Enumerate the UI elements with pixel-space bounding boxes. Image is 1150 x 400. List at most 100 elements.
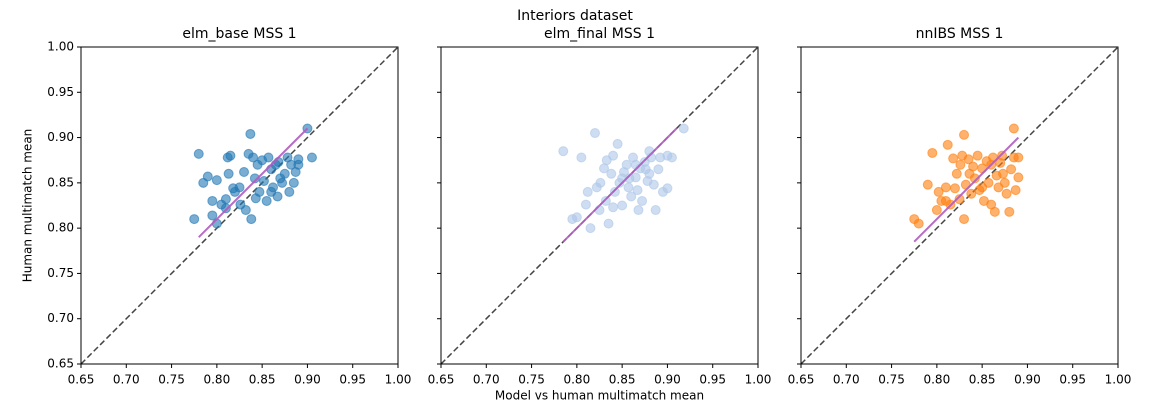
- y-tick-label: 0.95: [47, 85, 74, 99]
- scatter-point: [207, 195, 218, 206]
- scatter-point: [997, 150, 1008, 161]
- scatter-point: [293, 159, 304, 170]
- scatter-point: [246, 214, 257, 225]
- y-axis-label: Human multimatch mean: [21, 129, 35, 283]
- x-axis-label: Model vs human multimatch mean: [495, 389, 704, 400]
- scatter-point: [662, 183, 673, 194]
- figure-title: Interiors dataset: [517, 8, 633, 24]
- scatter-point: [940, 195, 951, 206]
- scatter-point: [207, 210, 218, 221]
- scatter-point: [989, 206, 1000, 217]
- scatter-point: [972, 150, 983, 161]
- scatter-point: [959, 129, 970, 140]
- scatter-point: [966, 188, 977, 199]
- scatter-point: [589, 128, 600, 139]
- subplot-title: elm_final MSS 1: [544, 26, 655, 42]
- identity-line: [800, 46, 1119, 365]
- scatter-point: [223, 168, 234, 179]
- scatter-point: [997, 168, 1008, 179]
- x-tick-label: 1.00: [385, 373, 412, 387]
- x-tick-label: 0.80: [923, 373, 950, 387]
- scatter-point: [193, 148, 204, 159]
- x-tick-label: 0.90: [654, 373, 681, 387]
- scatter-point: [662, 150, 673, 161]
- scatter-point: [954, 194, 965, 205]
- plot-frame: [80, 46, 399, 365]
- x-tick-label: 0.80: [203, 373, 230, 387]
- plot-frame: [440, 46, 759, 365]
- scatter-point: [637, 195, 648, 206]
- x-tick-label: 0.95: [339, 373, 366, 387]
- scatter-point: [225, 150, 236, 161]
- scatter-point: [558, 146, 569, 157]
- x-tick-label: 0.95: [1059, 373, 1086, 387]
- scatter-point: [626, 191, 637, 202]
- scatter-point: [585, 223, 596, 234]
- scatter-point: [1010, 185, 1021, 196]
- y-tick-label: 0.90: [47, 130, 74, 144]
- scatter-point: [1008, 123, 1019, 134]
- scatter-point: [999, 177, 1010, 188]
- plot-frame: [800, 46, 1119, 365]
- scatter-point: [250, 193, 261, 204]
- scatter-point: [1006, 164, 1017, 175]
- y-tick-label: 1.00: [47, 40, 74, 54]
- scatter-point: [927, 147, 938, 158]
- x-tick-label: 0.85: [249, 373, 276, 387]
- scatter-point: [653, 164, 664, 175]
- scatter-point: [220, 203, 231, 214]
- scatter-point: [940, 182, 951, 193]
- x-tick-label: 0.75: [518, 373, 545, 387]
- scatter-point: [963, 154, 974, 165]
- x-tick-label: 0.75: [878, 373, 905, 387]
- scatter-point: [220, 194, 231, 205]
- scatter-point: [580, 199, 591, 210]
- x-tick-label: 0.65: [788, 373, 815, 387]
- scatter-point: [977, 182, 988, 193]
- x-tick-label: 0.90: [1014, 373, 1041, 387]
- scatter-point: [955, 159, 966, 170]
- scatter-point: [277, 177, 288, 188]
- scatter-point: [933, 186, 944, 197]
- scatter-point: [1013, 152, 1024, 163]
- y-tick-label: 0.80: [47, 221, 74, 235]
- scatter-point: [959, 214, 970, 225]
- scatter-point: [640, 164, 651, 175]
- y-tick-label: 0.85: [47, 175, 74, 189]
- scatter-point: [603, 218, 614, 229]
- x-tick-label: 0.85: [969, 373, 996, 387]
- x-tick-label: 1.00: [1105, 373, 1132, 387]
- identity-line: [80, 46, 399, 365]
- scatter-point: [608, 202, 619, 213]
- scatter-point: [964, 168, 975, 179]
- scatter-point: [239, 166, 250, 177]
- y-tick-label: 0.70: [47, 311, 74, 325]
- scatter-point: [202, 171, 213, 182]
- fit-line: [198, 127, 309, 238]
- x-tick-label: 0.95: [699, 373, 726, 387]
- scatter-point: [632, 185, 643, 196]
- scatter-point: [576, 152, 587, 163]
- scatter-point: [601, 155, 612, 166]
- scatter-point: [258, 176, 269, 187]
- x-tick-label: 0.90: [294, 373, 321, 387]
- y-tick-label: 0.75: [47, 266, 74, 280]
- scatter-point: [606, 168, 617, 179]
- scatter-point: [284, 186, 295, 197]
- scatter-point: [1013, 172, 1024, 183]
- scatter-point: [922, 179, 933, 190]
- scatter-point: [913, 218, 924, 229]
- scatter-point: [949, 183, 960, 194]
- x-tick-label: 0.80: [563, 373, 590, 387]
- scatter-point: [648, 179, 659, 190]
- scatter-point: [623, 182, 634, 193]
- scatter-point: [617, 200, 628, 211]
- fit-line: [562, 127, 678, 243]
- scatter-point: [234, 182, 245, 193]
- scatter-point: [266, 186, 277, 197]
- x-tick-label: 1.00: [745, 373, 772, 387]
- scatter-point: [948, 153, 959, 164]
- fit-line: [913, 136, 1020, 243]
- scatter-point: [650, 205, 661, 216]
